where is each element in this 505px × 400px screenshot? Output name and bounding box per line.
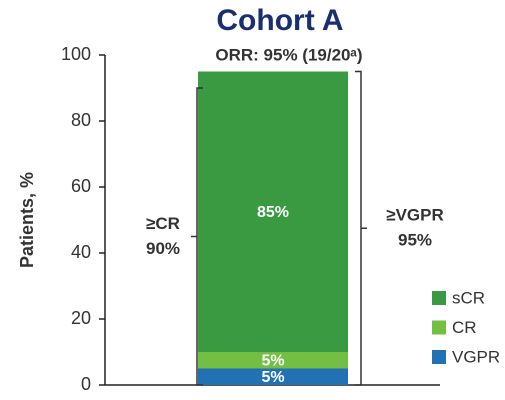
chart-title: Cohort A	[216, 4, 343, 37]
legend-swatch	[432, 320, 446, 335]
y-axis-label: Patients, %	[17, 172, 37, 268]
bracket	[355, 70, 367, 386]
legend-swatch	[432, 350, 446, 364]
legend-label: CR	[452, 318, 477, 337]
y-tick-label: 20	[71, 308, 91, 328]
legend-label: VGPR	[452, 347, 500, 366]
y-tick-label: 80	[71, 110, 91, 130]
y-tick-label: 100	[61, 44, 91, 64]
value-label: 5%	[261, 352, 284, 369]
bar-segment	[198, 71, 348, 352]
bracket-label: ≥VGPR	[386, 206, 444, 225]
bracket-value: 95%	[398, 231, 432, 250]
y-tick-label: 40	[71, 242, 91, 262]
bracket-value: 90%	[146, 239, 180, 258]
value-label: 85%	[257, 204, 289, 221]
bracket	[191, 87, 203, 386]
bar-segment	[198, 368, 348, 385]
y-tick-label: 0	[81, 374, 91, 394]
bracket-label: ≥CR	[146, 214, 180, 233]
legend-swatch	[432, 291, 446, 305]
bar-segment	[198, 352, 348, 369]
y-tick-label: 60	[71, 176, 91, 196]
annotation: ORR: 95% (19/20ᵃ)	[215, 45, 362, 64]
value-label: 5%	[261, 369, 284, 386]
legend-label: sCR	[452, 288, 485, 307]
